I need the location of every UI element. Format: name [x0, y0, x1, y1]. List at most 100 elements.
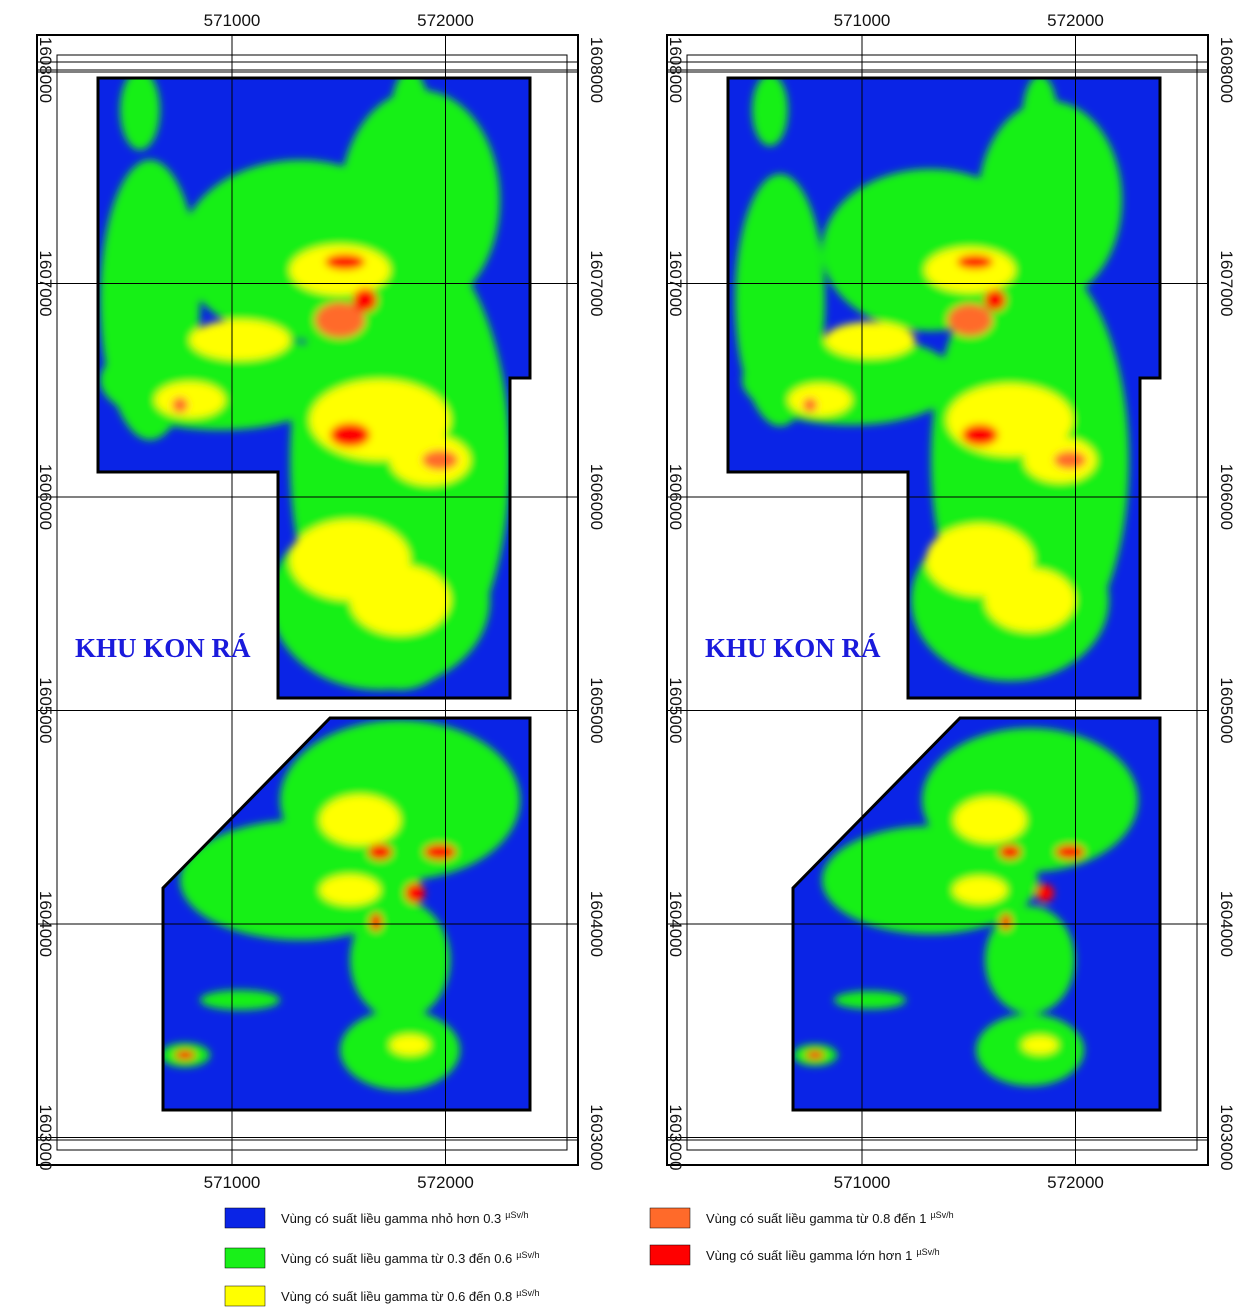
dose-zone — [320, 875, 380, 905]
northing-label: 1604000 — [666, 891, 685, 957]
northing-label: 1603000 — [1217, 1104, 1236, 1170]
dose-zone — [789, 384, 852, 416]
northing-label: 1604000 — [587, 891, 606, 957]
dose-zone — [325, 254, 365, 270]
northing-label: 1605000 — [666, 677, 685, 743]
legend-label: Vùng có suất liều gamma từ 0.8 đến 1 — [706, 1211, 926, 1226]
dose-zone — [1022, 75, 1058, 165]
dose-zone — [155, 382, 225, 418]
easting-label: 572000 — [417, 1173, 474, 1192]
dose-zone — [948, 304, 993, 336]
northing-label: 1606000 — [587, 464, 606, 530]
dose-zone — [390, 1035, 430, 1055]
northing-label: 1606000 — [666, 464, 685, 530]
easting-label: 572000 — [1047, 1173, 1104, 1192]
legend-unit: µSv/h — [505, 1210, 528, 1220]
northing-label: 1605000 — [1217, 677, 1236, 743]
dose-zone — [1001, 914, 1012, 930]
dose-zone — [353, 288, 377, 312]
dose-zone — [330, 423, 370, 447]
dose-zone — [424, 844, 456, 860]
dose-zone — [1022, 1036, 1058, 1054]
dose-zone — [825, 322, 915, 358]
dose-raster — [90, 70, 540, 1120]
legend-label: Vùng có suất liều gamma từ 0.3 đến 0.6 — [281, 1251, 512, 1266]
legend-item: Vùng có suất liều gamma từ 0.8 đến 1 µSv/… — [650, 1208, 954, 1228]
northing-label: 1608000 — [1217, 37, 1236, 103]
dose-zone — [370, 913, 382, 931]
dose-zone — [422, 450, 458, 470]
dose-zone — [925, 248, 1015, 293]
dose-zone — [806, 1051, 824, 1060]
dose-zone — [120, 70, 160, 150]
dose-zone — [957, 255, 993, 269]
northing-label: 1604000 — [1217, 891, 1236, 957]
legend-label: Vùng có suất liều gamma nhỏ hơn 0.3 — [281, 1211, 501, 1226]
northing-label: 1607000 — [1217, 250, 1236, 316]
northing-label: 1605000 — [587, 677, 606, 743]
dose-zone — [999, 845, 1021, 859]
dose-zone — [803, 398, 817, 412]
northing-label: 1603000 — [666, 1104, 685, 1170]
easting-label: 571000 — [204, 11, 261, 30]
legend-swatch — [650, 1245, 690, 1265]
easting-label: 572000 — [417, 11, 474, 30]
dose-zone — [1054, 451, 1086, 469]
northing-label: 1607000 — [36, 250, 55, 316]
northing-label: 1608000 — [666, 37, 685, 103]
easting-label: 572000 — [1047, 11, 1104, 30]
dose-zone — [320, 795, 400, 845]
legend-label: Vùng có suất liều gamma lớn hơn 1 — [706, 1248, 912, 1263]
map-panel: 571000 571000 572000 572000 1608000 1608000 16… — [666, 11, 1236, 1192]
dose-zone — [752, 74, 788, 146]
easting-label: 571000 — [834, 11, 891, 30]
legend-text: Vùng có suất liều gamma từ 0.8 đến 1 µSv/… — [706, 1210, 954, 1226]
northing-label: 1607000 — [587, 250, 606, 316]
northing-label: 1605000 — [36, 677, 55, 743]
dose-zone — [985, 906, 1075, 1014]
area-label: KHU KON RÁ — [705, 633, 881, 663]
dose-zone — [834, 991, 906, 1009]
legend-swatch — [650, 1208, 690, 1228]
dose-zone — [290, 245, 390, 295]
northing-label: 1606000 — [1217, 464, 1236, 530]
legend-unit: µSv/h — [516, 1250, 539, 1260]
dose-zone — [368, 844, 392, 860]
northing-label: 1608000 — [587, 37, 606, 103]
dose-zone — [985, 569, 1075, 632]
legend-unit: µSv/h — [930, 1210, 953, 1220]
dose-zone — [954, 798, 1026, 843]
dose-raster — [720, 70, 1170, 1120]
dose-zone — [405, 883, 425, 903]
dose-zone — [172, 397, 188, 413]
area-label: KHU KON RÁ — [75, 633, 251, 663]
dose-zone — [190, 320, 290, 360]
legend-text: Vùng có suất liều gamma từ 0.6 đến 0.8 µS… — [281, 1288, 540, 1304]
easting-label: 571000 — [834, 1173, 891, 1192]
dose-zone — [953, 877, 1007, 904]
legend-unit: µSv/h — [516, 1288, 539, 1298]
dose-zone — [350, 565, 450, 635]
northing-label: 1607000 — [666, 250, 685, 316]
dose-zone — [1036, 884, 1054, 902]
legend-swatch — [225, 1286, 265, 1306]
dose-zone — [1056, 845, 1085, 859]
legend-swatch — [225, 1248, 265, 1268]
legend-swatch — [225, 1208, 265, 1228]
legend-item: Vùng có suất liều gamma nhỏ hơn 0.3 µSv/h — [225, 1208, 528, 1228]
dose-zone — [962, 424, 998, 446]
dose-zone — [175, 1050, 195, 1060]
easting-label: 571000 — [204, 1173, 261, 1192]
legend-text: Vùng có suất liều gamma nhỏ hơn 0.3 µSv/h — [281, 1210, 528, 1226]
dose-zone — [350, 900, 450, 1020]
legend-label: Vùng có suất liều gamma từ 0.6 đến 0.8 — [281, 1289, 512, 1304]
legend-text: Vùng có suất liều gamma từ 0.3 đến 0.6 µS… — [281, 1250, 540, 1266]
legend-item: Vùng có suất liều gamma từ 0.6 đến 0.8 µS… — [225, 1286, 540, 1306]
northing-label: 1606000 — [36, 464, 55, 530]
dose-zone — [984, 289, 1006, 311]
dose-zone — [200, 990, 280, 1010]
northing-label: 1604000 — [36, 891, 55, 957]
